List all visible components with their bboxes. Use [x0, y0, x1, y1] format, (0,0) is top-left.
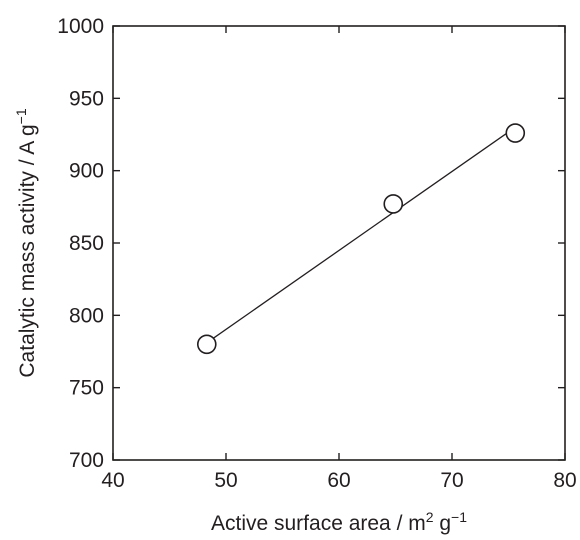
y-tick-label: 700: [69, 449, 104, 472]
y-axis-title-main: Catalytic mass activity / A g: [16, 124, 39, 377]
x-tick-label: 40: [101, 469, 124, 492]
x-axis-title: Active surface area / m2 g−1: [211, 509, 467, 535]
plot-frame: [112, 25, 566, 461]
y-tick-label: 850: [69, 232, 104, 255]
y-tick-label: 1000: [57, 15, 104, 38]
data-point: [196, 334, 217, 355]
x-tick-label: 70: [440, 469, 463, 492]
y-axis-title: Catalytic mass activity / A g−1: [13, 108, 39, 377]
x-tick-label: 60: [327, 469, 350, 492]
y-tick-label: 800: [69, 304, 104, 327]
y-tick-label: 900: [69, 160, 104, 183]
y-tick-label: 750: [69, 377, 104, 400]
x-tick-label: 50: [214, 469, 237, 492]
x-tick-label: 80: [553, 469, 576, 492]
x-axis-title-sup2: −1: [451, 509, 467, 525]
tick-marks: [112, 25, 566, 461]
y-axis-title-sup: −1: [13, 108, 29, 124]
tick-labels: 40 50 60 70 80 700 750 800 850 900 950 1000: [57, 15, 576, 492]
fit-line-group: [206, 126, 516, 344]
data-point: [505, 123, 526, 143]
fit-line: [206, 126, 516, 344]
x-axis-title-mid: g: [434, 512, 452, 535]
data-markers: [196, 123, 526, 355]
x-axis-title-sup1: 2: [426, 509, 434, 525]
data-point: [383, 194, 404, 214]
y-tick-label: 950: [69, 87, 104, 110]
x-axis-title-main: Active surface area / m: [211, 512, 426, 535]
